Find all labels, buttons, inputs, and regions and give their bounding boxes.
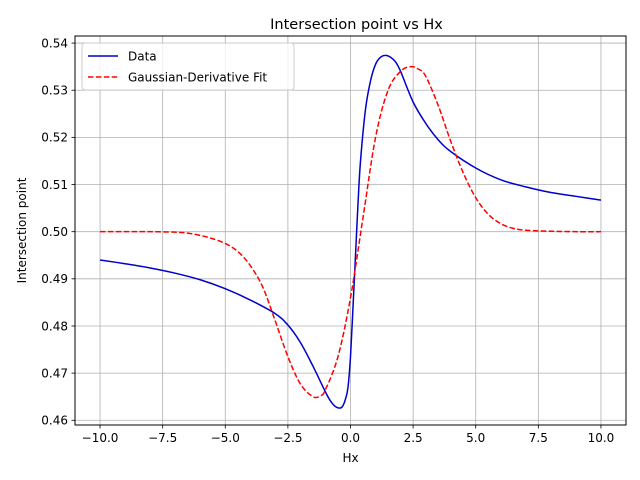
x-tick-label: −5.0 (211, 431, 240, 445)
x-tick-label: −7.5 (148, 431, 177, 445)
y-tick-label: 0.46 (41, 414, 68, 428)
x-tick-label: 5.0 (466, 431, 485, 445)
x-tick-label: −10.0 (82, 431, 119, 445)
x-tick-label: 0.0 (341, 431, 360, 445)
legend: Data Gaussian-Derivative Fit (81, 42, 295, 91)
series-layer (99, 54, 602, 409)
legend-label-data: Data (128, 50, 157, 64)
y-tick-label: 0.51 (41, 178, 68, 192)
y-tick-label: 0.53 (41, 84, 68, 98)
x-axis-label: Hx (342, 451, 358, 465)
legend-box (81, 42, 295, 91)
y-tick-label: 0.54 (41, 36, 68, 50)
series-line-fit (100, 65, 601, 399)
legend-label-fit: Gaussian-Derivative Fit (128, 71, 267, 85)
y-tick-label: 0.48 (41, 319, 68, 333)
series-line-data (99, 54, 602, 409)
y-tick-label: 0.52 (41, 131, 68, 145)
y-tick-label: 0.47 (41, 366, 68, 380)
y-tick-label: 0.50 (41, 225, 68, 239)
x-tick-label: 2.5 (404, 431, 423, 445)
chart-title: Intersection point vs Hx (270, 17, 443, 33)
ticks: −10.0 −7.5 −5.0 −2.5 0.0 2.5 5.0 7.5 10.0 0.46 0.4… (41, 36, 614, 445)
x-tick-label: −2.5 (273, 431, 302, 445)
x-tick-label: 7.5 (529, 431, 548, 445)
y-axis-label: Intersection point (15, 177, 29, 283)
x-tick-label: 10.0 (588, 431, 615, 445)
y-tick-label: 0.49 (41, 272, 68, 286)
